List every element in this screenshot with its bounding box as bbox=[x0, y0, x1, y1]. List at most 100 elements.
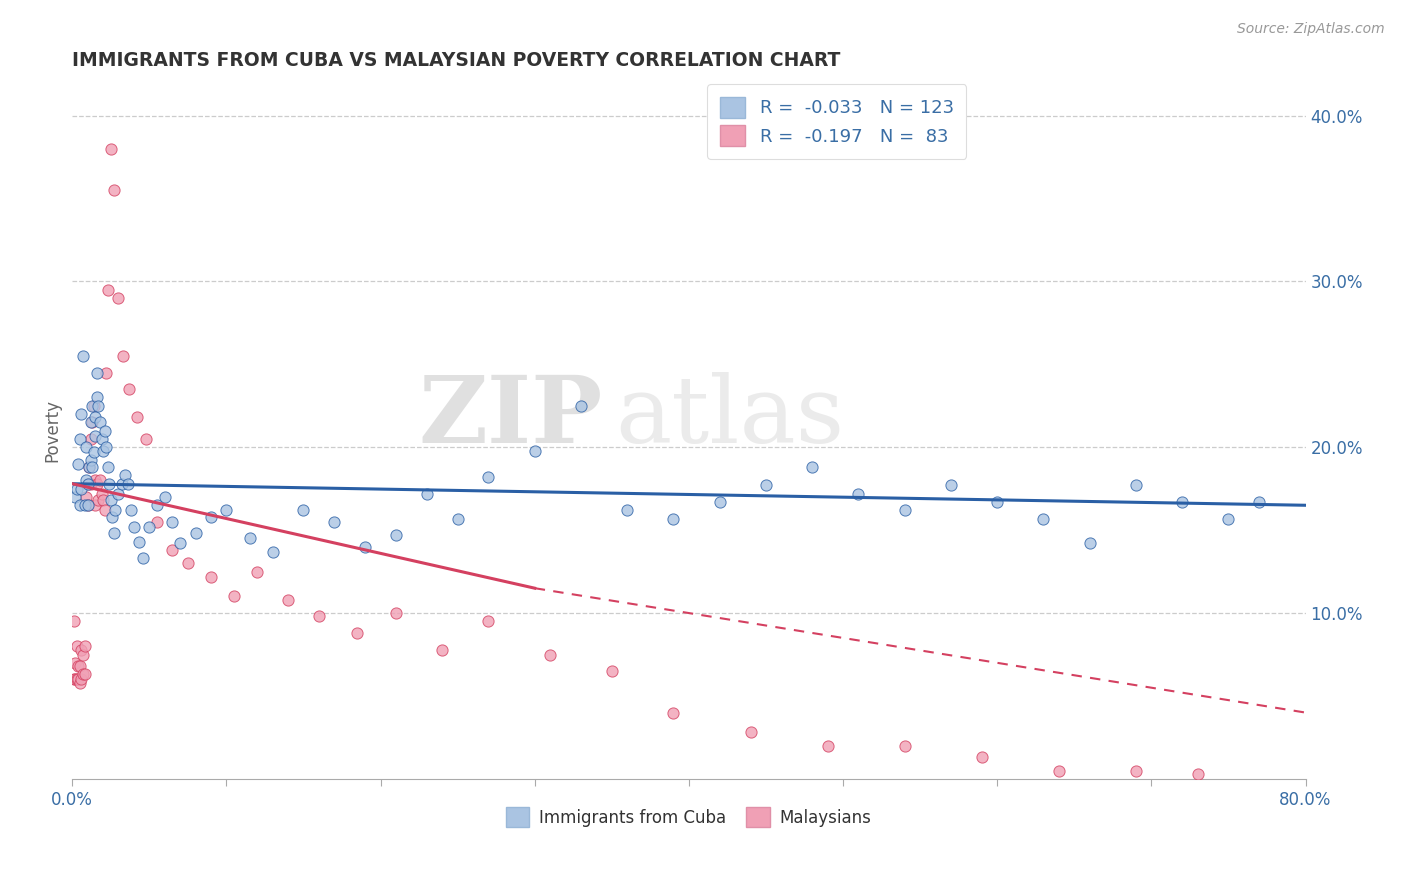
Text: atlas: atlas bbox=[614, 372, 844, 462]
Point bbox=[107, 291, 129, 305]
Point bbox=[848, 486, 870, 500]
Point bbox=[662, 511, 685, 525]
Point bbox=[970, 750, 993, 764]
Point bbox=[69, 659, 91, 673]
Text: IMMIGRANTS FROM CUBA VS MALAYSIAN POVERTY CORRELATION CHART: IMMIGRANTS FROM CUBA VS MALAYSIAN POVERT… bbox=[72, 51, 841, 70]
Point bbox=[75, 474, 97, 488]
Point bbox=[80, 432, 103, 446]
Point bbox=[162, 543, 184, 558]
Point bbox=[89, 474, 111, 488]
Point bbox=[103, 526, 125, 541]
Point bbox=[90, 432, 112, 446]
Point bbox=[138, 520, 160, 534]
Point bbox=[82, 399, 104, 413]
Point bbox=[91, 443, 114, 458]
Point bbox=[76, 476, 98, 491]
Point bbox=[72, 349, 94, 363]
Point bbox=[354, 540, 377, 554]
Point bbox=[107, 486, 129, 500]
Point bbox=[65, 490, 87, 504]
Point bbox=[90, 486, 112, 500]
Point bbox=[153, 490, 176, 504]
Point bbox=[70, 642, 93, 657]
Point bbox=[82, 460, 104, 475]
Point bbox=[83, 445, 105, 459]
Point bbox=[114, 468, 136, 483]
Point bbox=[1032, 511, 1054, 525]
Point bbox=[1078, 536, 1101, 550]
Point bbox=[1125, 764, 1147, 778]
Point bbox=[308, 609, 330, 624]
Point bbox=[600, 664, 623, 678]
Point bbox=[62, 673, 84, 687]
Point bbox=[87, 399, 110, 413]
Point bbox=[118, 382, 141, 396]
Point bbox=[62, 615, 84, 629]
Point bbox=[169, 536, 191, 550]
Point bbox=[70, 673, 93, 687]
Point bbox=[323, 515, 346, 529]
Point bbox=[70, 407, 93, 421]
Point bbox=[80, 476, 103, 491]
Point bbox=[662, 706, 685, 720]
Point bbox=[1047, 764, 1070, 778]
Point bbox=[65, 656, 87, 670]
Point bbox=[120, 503, 142, 517]
Point bbox=[80, 453, 103, 467]
Point bbox=[112, 349, 135, 363]
Point bbox=[446, 511, 468, 525]
Point bbox=[97, 460, 120, 475]
Point bbox=[76, 498, 98, 512]
Point bbox=[135, 432, 157, 446]
Point bbox=[84, 498, 107, 512]
Point bbox=[132, 551, 155, 566]
Point bbox=[76, 476, 98, 491]
Point bbox=[80, 415, 103, 429]
Point bbox=[100, 493, 122, 508]
Point bbox=[86, 366, 108, 380]
Point bbox=[385, 528, 408, 542]
Point bbox=[277, 592, 299, 607]
Point bbox=[97, 283, 120, 297]
Point bbox=[77, 460, 100, 475]
Text: ZIP: ZIP bbox=[419, 372, 603, 462]
Point bbox=[893, 739, 915, 753]
Point bbox=[72, 667, 94, 681]
Point bbox=[1249, 495, 1271, 509]
Point bbox=[292, 503, 315, 517]
Point bbox=[1171, 495, 1194, 509]
Point bbox=[100, 142, 122, 156]
Point bbox=[246, 565, 269, 579]
Point bbox=[162, 515, 184, 529]
Text: Source: ZipAtlas.com: Source: ZipAtlas.com bbox=[1237, 22, 1385, 37]
Point bbox=[1125, 478, 1147, 492]
Point bbox=[98, 476, 121, 491]
Point bbox=[91, 493, 114, 508]
Point bbox=[200, 569, 222, 583]
Point bbox=[125, 410, 148, 425]
Point bbox=[262, 545, 284, 559]
Point bbox=[87, 493, 110, 508]
Point bbox=[65, 673, 87, 687]
Point bbox=[67, 659, 90, 673]
Point bbox=[101, 509, 124, 524]
Point bbox=[122, 520, 145, 534]
Point bbox=[477, 470, 499, 484]
Point bbox=[75, 440, 97, 454]
Point bbox=[817, 739, 839, 753]
Point bbox=[93, 503, 115, 517]
Point bbox=[893, 503, 915, 517]
Point bbox=[224, 590, 246, 604]
Point bbox=[67, 457, 90, 471]
Point bbox=[432, 642, 454, 657]
Point bbox=[75, 490, 97, 504]
Point bbox=[801, 460, 824, 475]
Point bbox=[73, 667, 96, 681]
Point bbox=[82, 415, 104, 429]
Point bbox=[146, 498, 169, 512]
Legend: Immigrants from Cuba, Malaysians: Immigrants from Cuba, Malaysians bbox=[499, 801, 879, 833]
Point bbox=[66, 673, 89, 687]
Point bbox=[1218, 511, 1240, 525]
Point bbox=[416, 486, 439, 500]
Point bbox=[477, 615, 499, 629]
